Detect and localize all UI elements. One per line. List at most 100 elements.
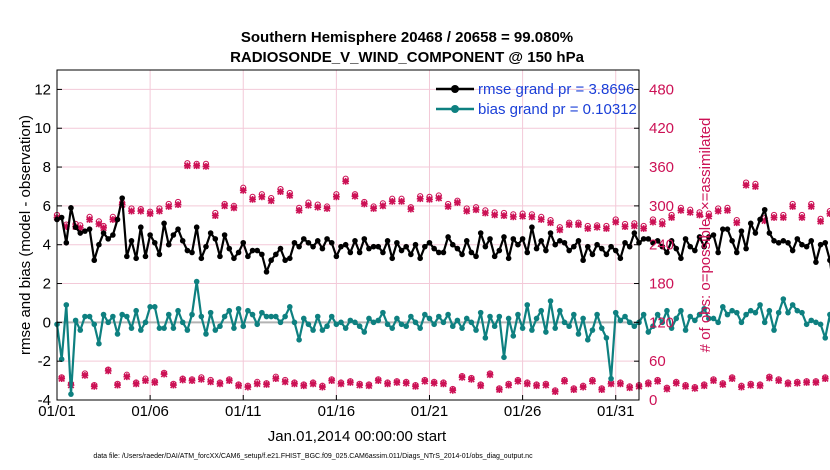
bias-point xyxy=(189,311,195,318)
obs-assimilated-marker xyxy=(668,214,675,221)
bias-point xyxy=(198,313,205,320)
rmse-point xyxy=(314,238,321,244)
bias-point xyxy=(300,315,307,322)
obs-assimilated-marker xyxy=(188,377,196,384)
rmse-point xyxy=(589,251,596,258)
bias-point xyxy=(375,317,382,324)
bias-point xyxy=(617,317,624,324)
rmse-point xyxy=(477,230,484,236)
bias-point xyxy=(449,323,456,330)
rmse-point xyxy=(119,195,125,201)
bias-point xyxy=(426,315,433,322)
obs-assimilated-marker xyxy=(603,225,610,232)
obs-assimilated-marker xyxy=(752,183,759,190)
rmse-point xyxy=(822,239,829,246)
x-tick-label: 01/21 xyxy=(411,403,449,420)
bias-point xyxy=(175,307,181,314)
bias-point xyxy=(100,311,107,318)
obs-assimilated-marker xyxy=(225,377,233,384)
bias-point xyxy=(496,313,503,320)
rmse-point xyxy=(110,232,116,238)
rmse-point xyxy=(445,234,451,240)
rmse-point xyxy=(584,243,591,250)
obs-assimilated-marker xyxy=(211,212,219,219)
obs-assimilated-marker xyxy=(142,377,149,384)
bias-point xyxy=(240,323,247,330)
rmse-point xyxy=(571,243,577,250)
bias-point xyxy=(547,298,554,304)
rmse-point xyxy=(761,206,768,213)
bias-point xyxy=(63,302,70,308)
bias-point xyxy=(505,315,512,322)
rmse-point xyxy=(235,249,242,256)
bias-point xyxy=(519,325,526,331)
obs-assimilated-marker xyxy=(784,380,792,388)
rmse-point xyxy=(501,234,507,240)
rmse-point xyxy=(692,247,698,254)
bias-point xyxy=(794,307,801,314)
rmse-point xyxy=(86,226,93,232)
obs-assimilated-marker xyxy=(821,375,829,383)
bias-point xyxy=(217,323,223,330)
obs-assimilated-marker xyxy=(491,211,499,219)
rmse-point xyxy=(533,245,540,252)
bias-point xyxy=(603,335,610,341)
rmse-point xyxy=(771,238,777,244)
rmse-point xyxy=(58,214,65,221)
rmse-point xyxy=(738,228,745,234)
bias-point xyxy=(566,323,572,330)
bias-point xyxy=(151,304,158,310)
legend-bias-label: bias grand pr = 0.10312 xyxy=(478,101,637,118)
obs-assimilated-marker xyxy=(714,207,722,215)
obs-assimilated-marker xyxy=(207,378,215,386)
bias-point xyxy=(571,311,577,318)
obs-assimilated-marker xyxy=(710,377,717,384)
rmse-point xyxy=(524,249,531,256)
y2-tick-label: 360 xyxy=(649,159,674,176)
obs-assimilated-marker xyxy=(817,218,824,225)
rmse-point xyxy=(664,249,670,256)
rmse-line xyxy=(56,197,830,273)
bias-series xyxy=(54,278,830,397)
rmse-point xyxy=(668,238,675,244)
obs-assimilated-marker xyxy=(812,379,820,386)
obs-assimilated-marker xyxy=(435,194,443,202)
obs-assimilated-marker xyxy=(742,181,750,189)
obs-assimilated-marker xyxy=(81,372,89,379)
obs-assimilated-marker xyxy=(658,220,666,228)
obs-assimilated-marker xyxy=(183,162,191,170)
rmse-point xyxy=(598,245,605,252)
bias-point xyxy=(752,309,759,316)
obs-assimilated-marker xyxy=(295,207,303,214)
bias-point xyxy=(91,321,98,328)
obs-assimilated-marker xyxy=(412,383,419,390)
rmse-point xyxy=(580,257,586,264)
bias-point xyxy=(664,307,670,314)
rmse-point xyxy=(552,241,558,248)
obs-assimilated-marker xyxy=(686,208,694,216)
rmse-point xyxy=(77,230,84,236)
rmse-point xyxy=(715,249,721,256)
rmse-point xyxy=(794,236,801,242)
obs-assimilated-marker xyxy=(337,380,345,388)
obs-assimilated-marker xyxy=(584,225,592,232)
obs-assimilated-marker xyxy=(440,380,447,388)
obs-assimilated-marker xyxy=(193,162,201,170)
rmse-point xyxy=(733,249,740,256)
rmse-point xyxy=(179,238,186,244)
obs-assimilated-marker xyxy=(626,384,634,392)
obs-assimilated-marker xyxy=(556,226,564,234)
bias-point xyxy=(417,325,423,331)
obs-assimilated-marker xyxy=(360,200,368,208)
bias-point xyxy=(249,311,256,318)
bias-point xyxy=(184,327,191,333)
rmse-point xyxy=(63,239,70,246)
bias-point xyxy=(328,313,335,320)
bias-point xyxy=(277,319,284,326)
rmse-point xyxy=(696,234,703,240)
rmse-point xyxy=(124,253,130,260)
rmse-point xyxy=(291,239,298,246)
rmse-point xyxy=(254,247,261,254)
obs-assimilated-marker xyxy=(174,201,182,208)
bias-point xyxy=(370,319,377,326)
